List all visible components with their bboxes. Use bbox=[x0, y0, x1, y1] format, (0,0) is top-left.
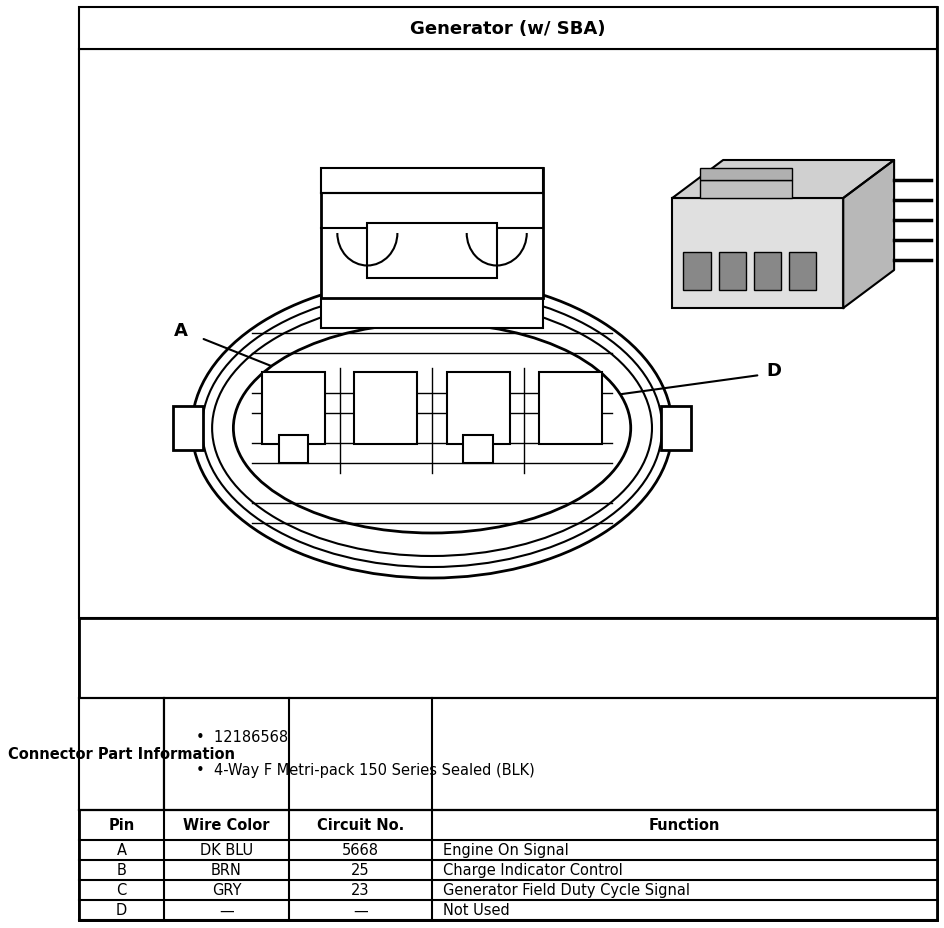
Bar bbox=[79, 50, 936, 618]
Bar bbox=[174, 406, 203, 450]
Text: D: D bbox=[767, 362, 782, 380]
Text: Charge Indicator Control: Charge Indicator Control bbox=[443, 862, 623, 878]
Bar bbox=[278, 435, 309, 463]
Bar bbox=[164, 698, 936, 810]
Bar bbox=[753, 252, 782, 290]
Text: 25: 25 bbox=[351, 862, 370, 878]
Text: GRY: GRY bbox=[211, 883, 241, 897]
Text: Generator (w/ SBA): Generator (w/ SBA) bbox=[410, 20, 605, 38]
Text: Circuit No.: Circuit No. bbox=[317, 818, 404, 832]
Bar bbox=[672, 199, 843, 309]
Bar bbox=[321, 169, 543, 194]
Bar bbox=[79, 8, 936, 50]
Text: •  4-Way F Metri-pack 150 Series Sealed (BLK): • 4-Way F Metri-pack 150 Series Sealed (… bbox=[196, 763, 535, 778]
Ellipse shape bbox=[192, 278, 672, 578]
Text: Function: Function bbox=[649, 818, 720, 832]
Text: Pin: Pin bbox=[109, 818, 135, 832]
Text: BRN: BRN bbox=[211, 862, 242, 878]
Bar bbox=[789, 252, 817, 290]
Polygon shape bbox=[672, 161, 894, 199]
Text: —: — bbox=[353, 903, 368, 918]
Text: B: B bbox=[117, 862, 126, 878]
Bar bbox=[700, 169, 792, 181]
Text: Not Used: Not Used bbox=[443, 903, 510, 918]
Text: D: D bbox=[116, 903, 127, 918]
Bar bbox=[79, 698, 164, 810]
Bar bbox=[447, 373, 510, 445]
Ellipse shape bbox=[233, 324, 631, 534]
Bar bbox=[79, 618, 936, 920]
Bar bbox=[321, 169, 543, 299]
Text: A: A bbox=[116, 843, 126, 857]
Bar bbox=[539, 373, 602, 445]
Text: C: C bbox=[116, 883, 126, 897]
Bar bbox=[464, 435, 493, 463]
Bar bbox=[262, 373, 325, 445]
Text: •  12186568: • 12186568 bbox=[196, 729, 289, 744]
Bar bbox=[700, 181, 792, 199]
Bar bbox=[321, 299, 543, 329]
Text: 5668: 5668 bbox=[342, 843, 379, 857]
Bar bbox=[718, 252, 747, 290]
Text: Wire Color: Wire Color bbox=[183, 818, 270, 832]
Text: —: — bbox=[219, 903, 234, 918]
Bar bbox=[661, 406, 691, 450]
Text: Engine On Signal: Engine On Signal bbox=[443, 843, 569, 857]
Bar bbox=[683, 252, 711, 290]
Polygon shape bbox=[843, 161, 894, 309]
Text: A: A bbox=[174, 322, 188, 340]
Text: Connector Part Information: Connector Part Information bbox=[8, 747, 235, 762]
Text: DK BLU: DK BLU bbox=[200, 843, 253, 857]
Bar bbox=[354, 373, 417, 445]
Text: Generator Field Duty Cycle Signal: Generator Field Duty Cycle Signal bbox=[443, 883, 690, 897]
Bar bbox=[367, 224, 497, 278]
Text: 23: 23 bbox=[351, 883, 370, 897]
